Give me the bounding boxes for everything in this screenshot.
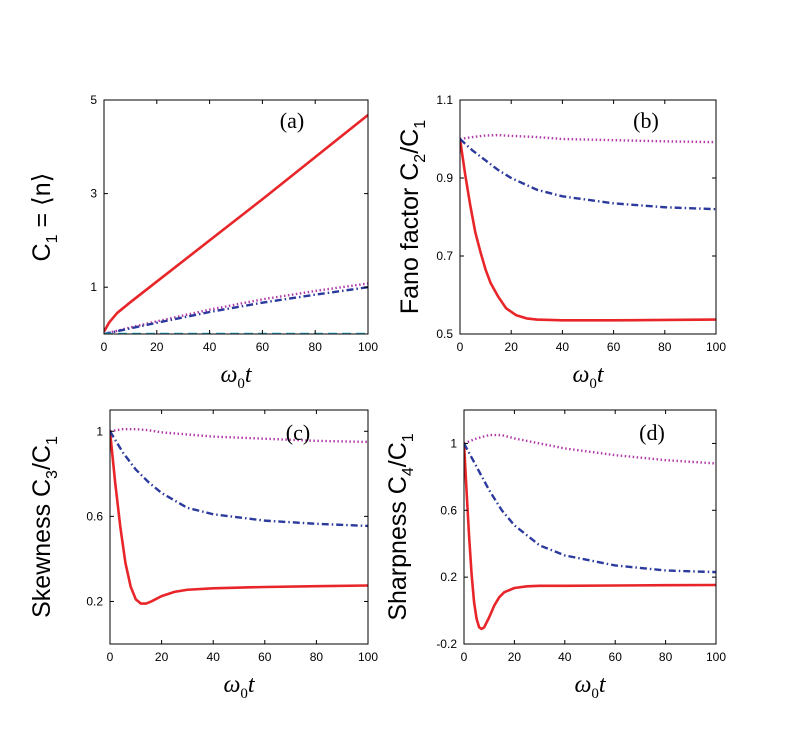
series-solid-red [104, 113, 368, 333]
x-tick-label: 60 [609, 650, 623, 664]
y-tick-label: 0.6 [440, 503, 457, 517]
y-tick-label: 0.2 [86, 594, 103, 608]
panel-label: (d) [639, 420, 665, 445]
x-tick-label: 80 [658, 340, 672, 354]
x-tick-label: 100 [358, 340, 378, 354]
axes-frame [463, 409, 717, 645]
series-dashdot-blue [104, 286, 368, 334]
x-axis-label: ω0t [572, 362, 604, 392]
x-axis-label: ω0t [220, 362, 252, 392]
panel-label: (b) [633, 108, 659, 133]
y-tick-label: 1 [90, 280, 97, 294]
x-tick-label: 80 [309, 340, 323, 354]
x-tick-label: 100 [706, 340, 726, 354]
y-tick-label: -0.2 [436, 637, 457, 651]
y-tick-label: 0.7 [436, 249, 453, 263]
series-dashdot-blue [110, 430, 368, 528]
x-tick-label: 20 [508, 650, 522, 664]
x-tick-label: 40 [207, 650, 221, 664]
x-tick-label: 40 [558, 650, 572, 664]
x-tick-label: 80 [310, 650, 324, 664]
axes-frame [103, 99, 369, 335]
series-solid-red [460, 138, 716, 322]
x-tick-label: 20 [505, 340, 519, 354]
x-tick-label: 20 [155, 650, 169, 664]
y-axis-label: C1 = ⟨n⟩ [28, 173, 61, 262]
x-tick-label: 80 [659, 650, 673, 664]
series-dotted-magenta [104, 282, 368, 334]
x-tick-label: 40 [203, 340, 217, 354]
x-axis-label: ω0t [223, 672, 255, 702]
panel-c: 0 20 40 60 80 100 0.2 0.6 1 (c) ω0t Skewness C3/C1 [28, 409, 378, 702]
x-tick-label: 60 [258, 650, 272, 664]
series-solid-red [110, 431, 368, 605]
y-axis-label: Fano factor C2/C1 [396, 120, 429, 314]
axes-frame [109, 409, 369, 645]
y-tick-label: 1.1 [436, 93, 453, 107]
y-tick-label: 0.2 [440, 570, 457, 584]
y-tick-label: 0.5 [436, 327, 453, 341]
series-dashdot-blue [460, 138, 716, 211]
x-tick-label: 0 [457, 340, 464, 354]
x-tick-label: 60 [256, 340, 270, 354]
y-tick-label: 0.6 [86, 509, 103, 523]
x-tick-label: 20 [150, 340, 164, 354]
panel-d: 0 20 40 60 80 100 -0.2 0.2 0.6 1 (d) ω0t Sharpness C… [384, 409, 726, 702]
panel-a: 0 20 40 60 80 100 1 3 5 (a) ω0t C1 = ⟨n⟩ [28, 93, 378, 392]
x-tick-label: 100 [358, 650, 378, 664]
series-dotted-magenta [464, 433, 716, 465]
x-tick-label: 0 [101, 340, 108, 354]
x-tick-label: 0 [461, 650, 468, 664]
y-tick-label: 1 [96, 424, 103, 438]
y-axis-label: Sharpness C4/C1 [384, 433, 417, 620]
x-axis-label: ω0t [574, 672, 606, 702]
y-tick-label: 5 [90, 93, 97, 107]
panel-b: 0 20 40 60 80 100 0.5 0.7 0.9 1.1 (b) ω0t Fano facto… [396, 93, 726, 392]
series-dotted-magenta [460, 133, 716, 144]
panel-label: (a) [280, 108, 304, 133]
y-axis-label: Skewness C3/C1 [28, 436, 61, 618]
panel-label: (c) [286, 420, 310, 445]
y-tick-label: 1 [450, 436, 457, 450]
y-tick-label: 0.9 [436, 171, 453, 185]
series-solid-red [464, 443, 716, 631]
series-dotted-magenta [110, 427, 368, 444]
x-tick-label: 0 [107, 650, 114, 664]
x-tick-label: 100 [706, 650, 726, 664]
series-dashdot-blue [464, 442, 716, 574]
x-tick-label: 60 [607, 340, 621, 354]
y-tick-label: 3 [90, 187, 97, 201]
x-tick-label: 40 [556, 340, 570, 354]
axes-frame [459, 99, 717, 335]
